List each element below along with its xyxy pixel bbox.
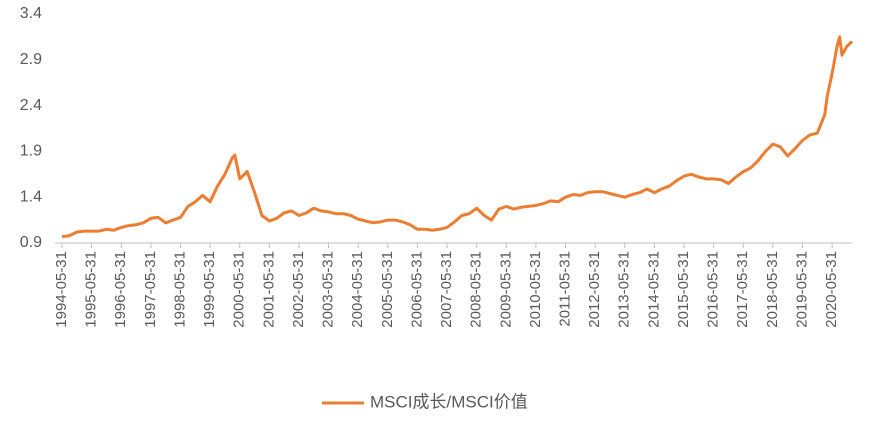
- x-tick-label: 1994-05-31: [53, 251, 70, 328]
- x-tick-label: 2017-05-31: [734, 251, 751, 328]
- x-tick-label: 2018-05-31: [764, 251, 781, 328]
- x-tick-label: 2002-05-31: [290, 251, 307, 328]
- x-tick-label: 2020-05-31: [823, 251, 840, 328]
- x-tick-label: 2019-05-31: [793, 251, 810, 328]
- x-tick-label: 1997-05-31: [142, 251, 159, 328]
- x-tick-label: 2011-05-31: [556, 251, 573, 327]
- x-tick-label: 2004-05-31: [349, 251, 366, 328]
- x-tick-label: 1996-05-31: [112, 251, 129, 328]
- data-line: [61, 35, 854, 239]
- y-tick-label: 3.4: [20, 5, 42, 22]
- legend-label: MSCI成长/MSCI价值: [370, 392, 528, 411]
- x-tick-label: 2009-05-31: [497, 251, 514, 328]
- x-tick-label: 2001-05-31: [260, 251, 277, 328]
- x-tick-label: 2014-05-31: [645, 251, 662, 328]
- x-tick-label: 1998-05-31: [171, 251, 188, 328]
- x-tick-label: 2006-05-31: [408, 251, 425, 328]
- x-tick-label: 2015-05-31: [675, 251, 692, 328]
- x-tick-label: 2012-05-31: [586, 251, 603, 328]
- y-tick-label: 0.9: [20, 234, 42, 251]
- y-tick-label: 1.4: [20, 188, 42, 205]
- y-tick-label: 2.9: [20, 51, 42, 68]
- x-tick-label: 2003-05-31: [320, 251, 337, 328]
- y-tick-label: 2.4: [20, 97, 42, 114]
- x-tick-label: 2005-05-31: [379, 251, 396, 328]
- x-tick-label: 2016-05-31: [705, 251, 722, 328]
- x-tick-label: 1995-05-31: [83, 251, 100, 328]
- x-tick-label: 2010-05-31: [527, 251, 544, 328]
- x-tick-label: 2000-05-31: [231, 251, 248, 328]
- x-tick-label: 2007-05-31: [438, 251, 455, 328]
- x-tick-label: 2008-05-31: [468, 251, 485, 328]
- x-tick-label: 1999-05-31: [201, 251, 218, 328]
- x-tick-label: 2013-05-31: [616, 251, 633, 328]
- y-tick-label: 1.9: [20, 143, 42, 160]
